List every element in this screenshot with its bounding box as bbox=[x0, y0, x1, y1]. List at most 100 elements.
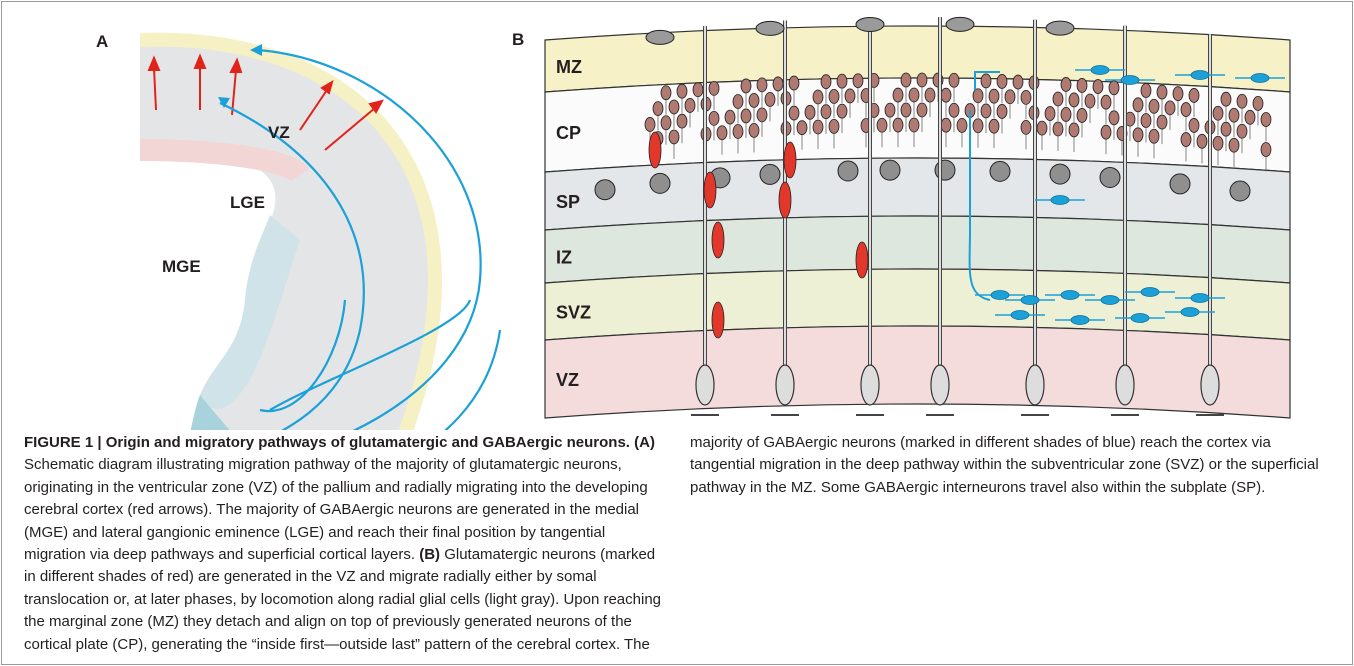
pyramidal-neuron bbox=[925, 88, 935, 102]
pyramidal-neuron bbox=[1069, 93, 1079, 107]
pyramidal-neuron bbox=[1229, 108, 1239, 122]
pyramidal-neuron bbox=[1189, 88, 1199, 102]
subplate-neuron bbox=[1230, 181, 1250, 201]
pyramidal-neuron bbox=[997, 104, 1007, 118]
migrating-neuron bbox=[712, 302, 724, 338]
pyramidal-neuron bbox=[821, 75, 831, 89]
pyramidal-neuron bbox=[1149, 99, 1159, 113]
migrating-neuron bbox=[779, 182, 791, 218]
pyramidal-neuron bbox=[661, 86, 671, 100]
interneuron bbox=[1061, 291, 1079, 300]
pyramidal-neuron bbox=[1109, 111, 1119, 125]
pyramidal-neuron bbox=[741, 79, 751, 93]
pyramidal-neuron bbox=[837, 104, 847, 118]
pyramidal-neuron bbox=[733, 95, 743, 109]
pyramidal-neuron bbox=[1109, 81, 1119, 95]
panel-a-diagram bbox=[140, 40, 500, 430]
pyramidal-neuron bbox=[1221, 122, 1231, 136]
cortex-layers bbox=[545, 26, 1290, 418]
pyramidal-neuron bbox=[765, 92, 775, 106]
pyramidal-neuron bbox=[893, 88, 903, 102]
region-label: LGE bbox=[230, 193, 265, 212]
pyramidal-neuron bbox=[1101, 95, 1111, 109]
pyramidal-neuron bbox=[661, 116, 671, 130]
pyramidal-neuron bbox=[757, 108, 767, 122]
pyramidal-neuron bbox=[1093, 80, 1103, 94]
pyramidal-neuron bbox=[1133, 98, 1143, 112]
pyramidal-neuron bbox=[997, 74, 1007, 88]
layer-label: MZ bbox=[556, 57, 582, 77]
pyramidal-neuron bbox=[1237, 124, 1247, 138]
interneuron bbox=[1101, 296, 1119, 305]
pyramidal-neuron bbox=[1181, 103, 1191, 117]
pyramidal-neuron bbox=[1245, 110, 1255, 124]
interneuron bbox=[1131, 314, 1149, 323]
pyramidal-neuron bbox=[749, 123, 759, 137]
pyramidal-neuron bbox=[1165, 101, 1175, 115]
layer-label: CP bbox=[556, 123, 581, 143]
pyramidal-neuron bbox=[1157, 85, 1167, 99]
subplate-neuron bbox=[880, 160, 900, 180]
figure-caption: FIGURE 1 | Origin and migratory pathways… bbox=[24, 432, 1330, 664]
pyramidal-neuron bbox=[941, 88, 951, 102]
pyramidal-neuron bbox=[813, 90, 823, 104]
pyramidal-neuron bbox=[749, 93, 759, 107]
pyramidal-neuron bbox=[677, 84, 687, 98]
pyramidal-neuron bbox=[885, 103, 895, 117]
pyramidal-neuron bbox=[1077, 78, 1087, 92]
pyramidal-neuron bbox=[757, 78, 767, 92]
panel-label: A bbox=[96, 32, 108, 51]
radial-glia-soma bbox=[1026, 365, 1044, 405]
region-label: VZ bbox=[268, 123, 290, 142]
pyramidal-neuron bbox=[957, 118, 967, 132]
pyramidal-neuron bbox=[949, 103, 959, 117]
pyramidal-neuron bbox=[789, 76, 799, 90]
interneuron bbox=[1191, 71, 1209, 80]
interneuron bbox=[1141, 288, 1159, 297]
pyramidal-neuron bbox=[1213, 136, 1223, 150]
pyramidal-neuron bbox=[845, 89, 855, 103]
mz-neuron bbox=[756, 21, 784, 35]
pyramidal-neuron bbox=[725, 110, 735, 124]
pyramidal-neuron bbox=[789, 106, 799, 120]
region-label: MGE bbox=[162, 257, 201, 276]
pyramidal-neuron bbox=[669, 130, 679, 144]
mz-neuron bbox=[646, 30, 674, 44]
interneuron bbox=[1191, 294, 1209, 303]
interneuron bbox=[1051, 196, 1069, 205]
interneuron bbox=[1091, 66, 1109, 75]
pyramidal-neuron bbox=[685, 98, 695, 112]
interneuron bbox=[1121, 76, 1139, 85]
radial-glia-soma bbox=[861, 365, 879, 405]
pyramidal-neuron bbox=[1173, 87, 1183, 101]
layer-label: SP bbox=[556, 192, 580, 212]
pyramidal-neuron bbox=[1021, 120, 1031, 134]
radial-glia-soma bbox=[776, 365, 794, 405]
interneuron bbox=[1021, 296, 1039, 305]
page: A VZ LGE MGE B MZCPSPIZSVZVZ FIGURE 1 | … bbox=[0, 0, 1354, 666]
pyramidal-neuron bbox=[837, 74, 847, 88]
pyramidal-neuron bbox=[949, 73, 959, 87]
pyramidal-neuron bbox=[917, 103, 927, 117]
pyramidal-neuron bbox=[893, 118, 903, 132]
pyramidal-neuron bbox=[1053, 122, 1063, 136]
pyramidal-neuron bbox=[741, 109, 751, 123]
pyramidal-neuron bbox=[1221, 92, 1231, 106]
migrating-neuron bbox=[784, 142, 796, 178]
pyramidal-neuron bbox=[813, 120, 823, 134]
pyramidal-neuron bbox=[773, 77, 783, 91]
radial-glia-soma bbox=[696, 365, 714, 405]
pyramidal-neuron bbox=[909, 118, 919, 132]
pyramidal-neuron bbox=[1237, 94, 1247, 108]
migrating-neuron bbox=[704, 172, 716, 208]
subplate-neuron bbox=[595, 180, 615, 200]
pyramidal-neuron bbox=[645, 117, 655, 131]
layer-label: VZ bbox=[556, 370, 579, 390]
pyramidal-neuron bbox=[909, 88, 919, 102]
pyramidal-neuron bbox=[1133, 128, 1143, 142]
pyramidal-neuron bbox=[709, 111, 719, 125]
caption-label: (A) bbox=[634, 434, 655, 451]
radial-glia-soma bbox=[1201, 365, 1219, 405]
pyramidal-neuron bbox=[693, 83, 703, 97]
pyramidal-neuron bbox=[1197, 134, 1207, 148]
